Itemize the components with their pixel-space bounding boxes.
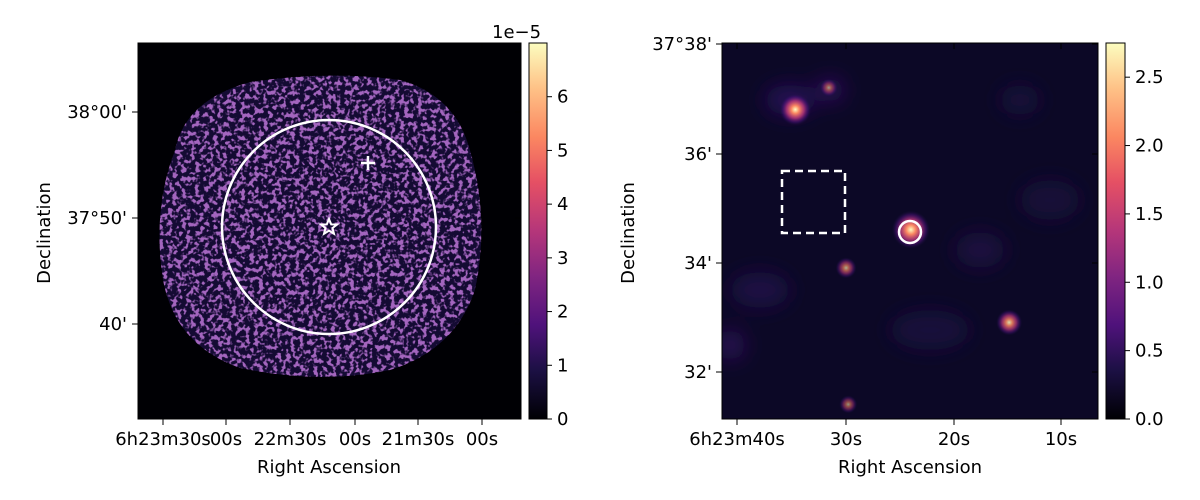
colorbar-tick-label: 6 [557, 87, 568, 108]
colorbar-tick-label: 0 [557, 409, 568, 430]
left-x-tick-label: 00s [210, 429, 242, 450]
colorbar-tick-label: 1 [557, 355, 568, 376]
left-x-tick-label: 21m30s [382, 429, 455, 450]
right-y-tick-label: 32' [684, 362, 712, 383]
right-colorbar: 0.0 0.5 1.0 1.5 2.0 2.5 [1105, 42, 1164, 430]
right-axis-ticks [716, 43, 1098, 425]
colorbar-tick-label: 1.0 [1135, 272, 1164, 293]
colorbar-tick-label: 0.0 [1135, 409, 1164, 430]
colorbar-tick-label: 1.5 [1135, 204, 1164, 225]
right-point-source [835, 257, 857, 279]
right-x-axis-label: Right Ascension [838, 457, 982, 478]
left-colorbar-gradient [528, 42, 548, 420]
left-y-axis-label: Declination [34, 182, 55, 284]
right-y-tick-label: 36' [684, 144, 712, 165]
left-axis-ticks [132, 43, 521, 425]
right-point-source [839, 395, 858, 414]
left-colorbar-offset-text: 1e−5 [492, 22, 541, 43]
right-colorbar-gradient [1105, 42, 1126, 420]
right-y-axis-label: Declination [618, 182, 639, 284]
left-colorbar-ticks: 0 1 2 3 4 5 6 [547, 87, 568, 430]
right-sources-layer [779, 78, 1023, 414]
right-y-tick-label: 37°38' [652, 34, 712, 55]
colorbar-tick-label: 0.5 [1135, 341, 1164, 362]
right-point-source [819, 78, 838, 97]
right-colorbar-ticks: 0.0 0.5 1.0 1.5 2.0 2.5 [1125, 67, 1164, 430]
left-plus-marker [361, 156, 375, 170]
right-region-circle [897, 219, 923, 245]
right-point-source [996, 309, 1023, 336]
left-y-tick-label: 38°00' [67, 102, 127, 123]
right-x-tick-label: 20s [938, 429, 970, 450]
left-x-tick-label: 6h23m30s [115, 429, 211, 450]
colorbar-tick-label: 4 [557, 194, 568, 215]
right-point-source [779, 93, 812, 126]
right-panel: 6h23m40s 30s 20s 10s 37°38' 36' 34' 32' … [618, 34, 1099, 478]
colorbar-tick-label: 2.5 [1135, 67, 1164, 88]
colorbar-tick-label: 2 [557, 302, 568, 323]
left-x-tick-label: 00s [466, 429, 498, 450]
right-plot-frame [721, 42, 1099, 420]
colorbar-tick-label: 2.0 [1135, 136, 1164, 157]
right-diffuse-emission [722, 78, 1080, 360]
left-region-circle [220, 118, 438, 336]
right-x-tick-label: 6h23m40s [689, 429, 785, 450]
left-x-tick-label: 00s [339, 429, 371, 450]
left-colorbar: 0 1 2 3 4 5 6 1e−5 [492, 22, 568, 430]
left-plot-frame [137, 42, 522, 420]
left-x-tick-label: 22m30s [254, 429, 327, 450]
colorbar-tick-label: 3 [557, 248, 568, 269]
left-y-tick-label: 37°50' [67, 208, 127, 229]
right-dashed-region [780, 169, 847, 235]
left-x-axis-label: Right Ascension [257, 457, 401, 478]
left-star-marker [318, 216, 340, 237]
right-x-tick-label: 30s [830, 429, 862, 450]
left-y-tick-label: 40' [99, 314, 127, 335]
colorbar-tick-label: 5 [557, 140, 568, 161]
left-panel: 6h23m30s 00s 22m30s 00s 21m30s 00s 38°00… [34, 42, 522, 478]
right-x-tick-label: 10s [1045, 429, 1077, 450]
right-y-tick-label: 34' [684, 253, 712, 274]
left-outer-mask [138, 43, 521, 419]
